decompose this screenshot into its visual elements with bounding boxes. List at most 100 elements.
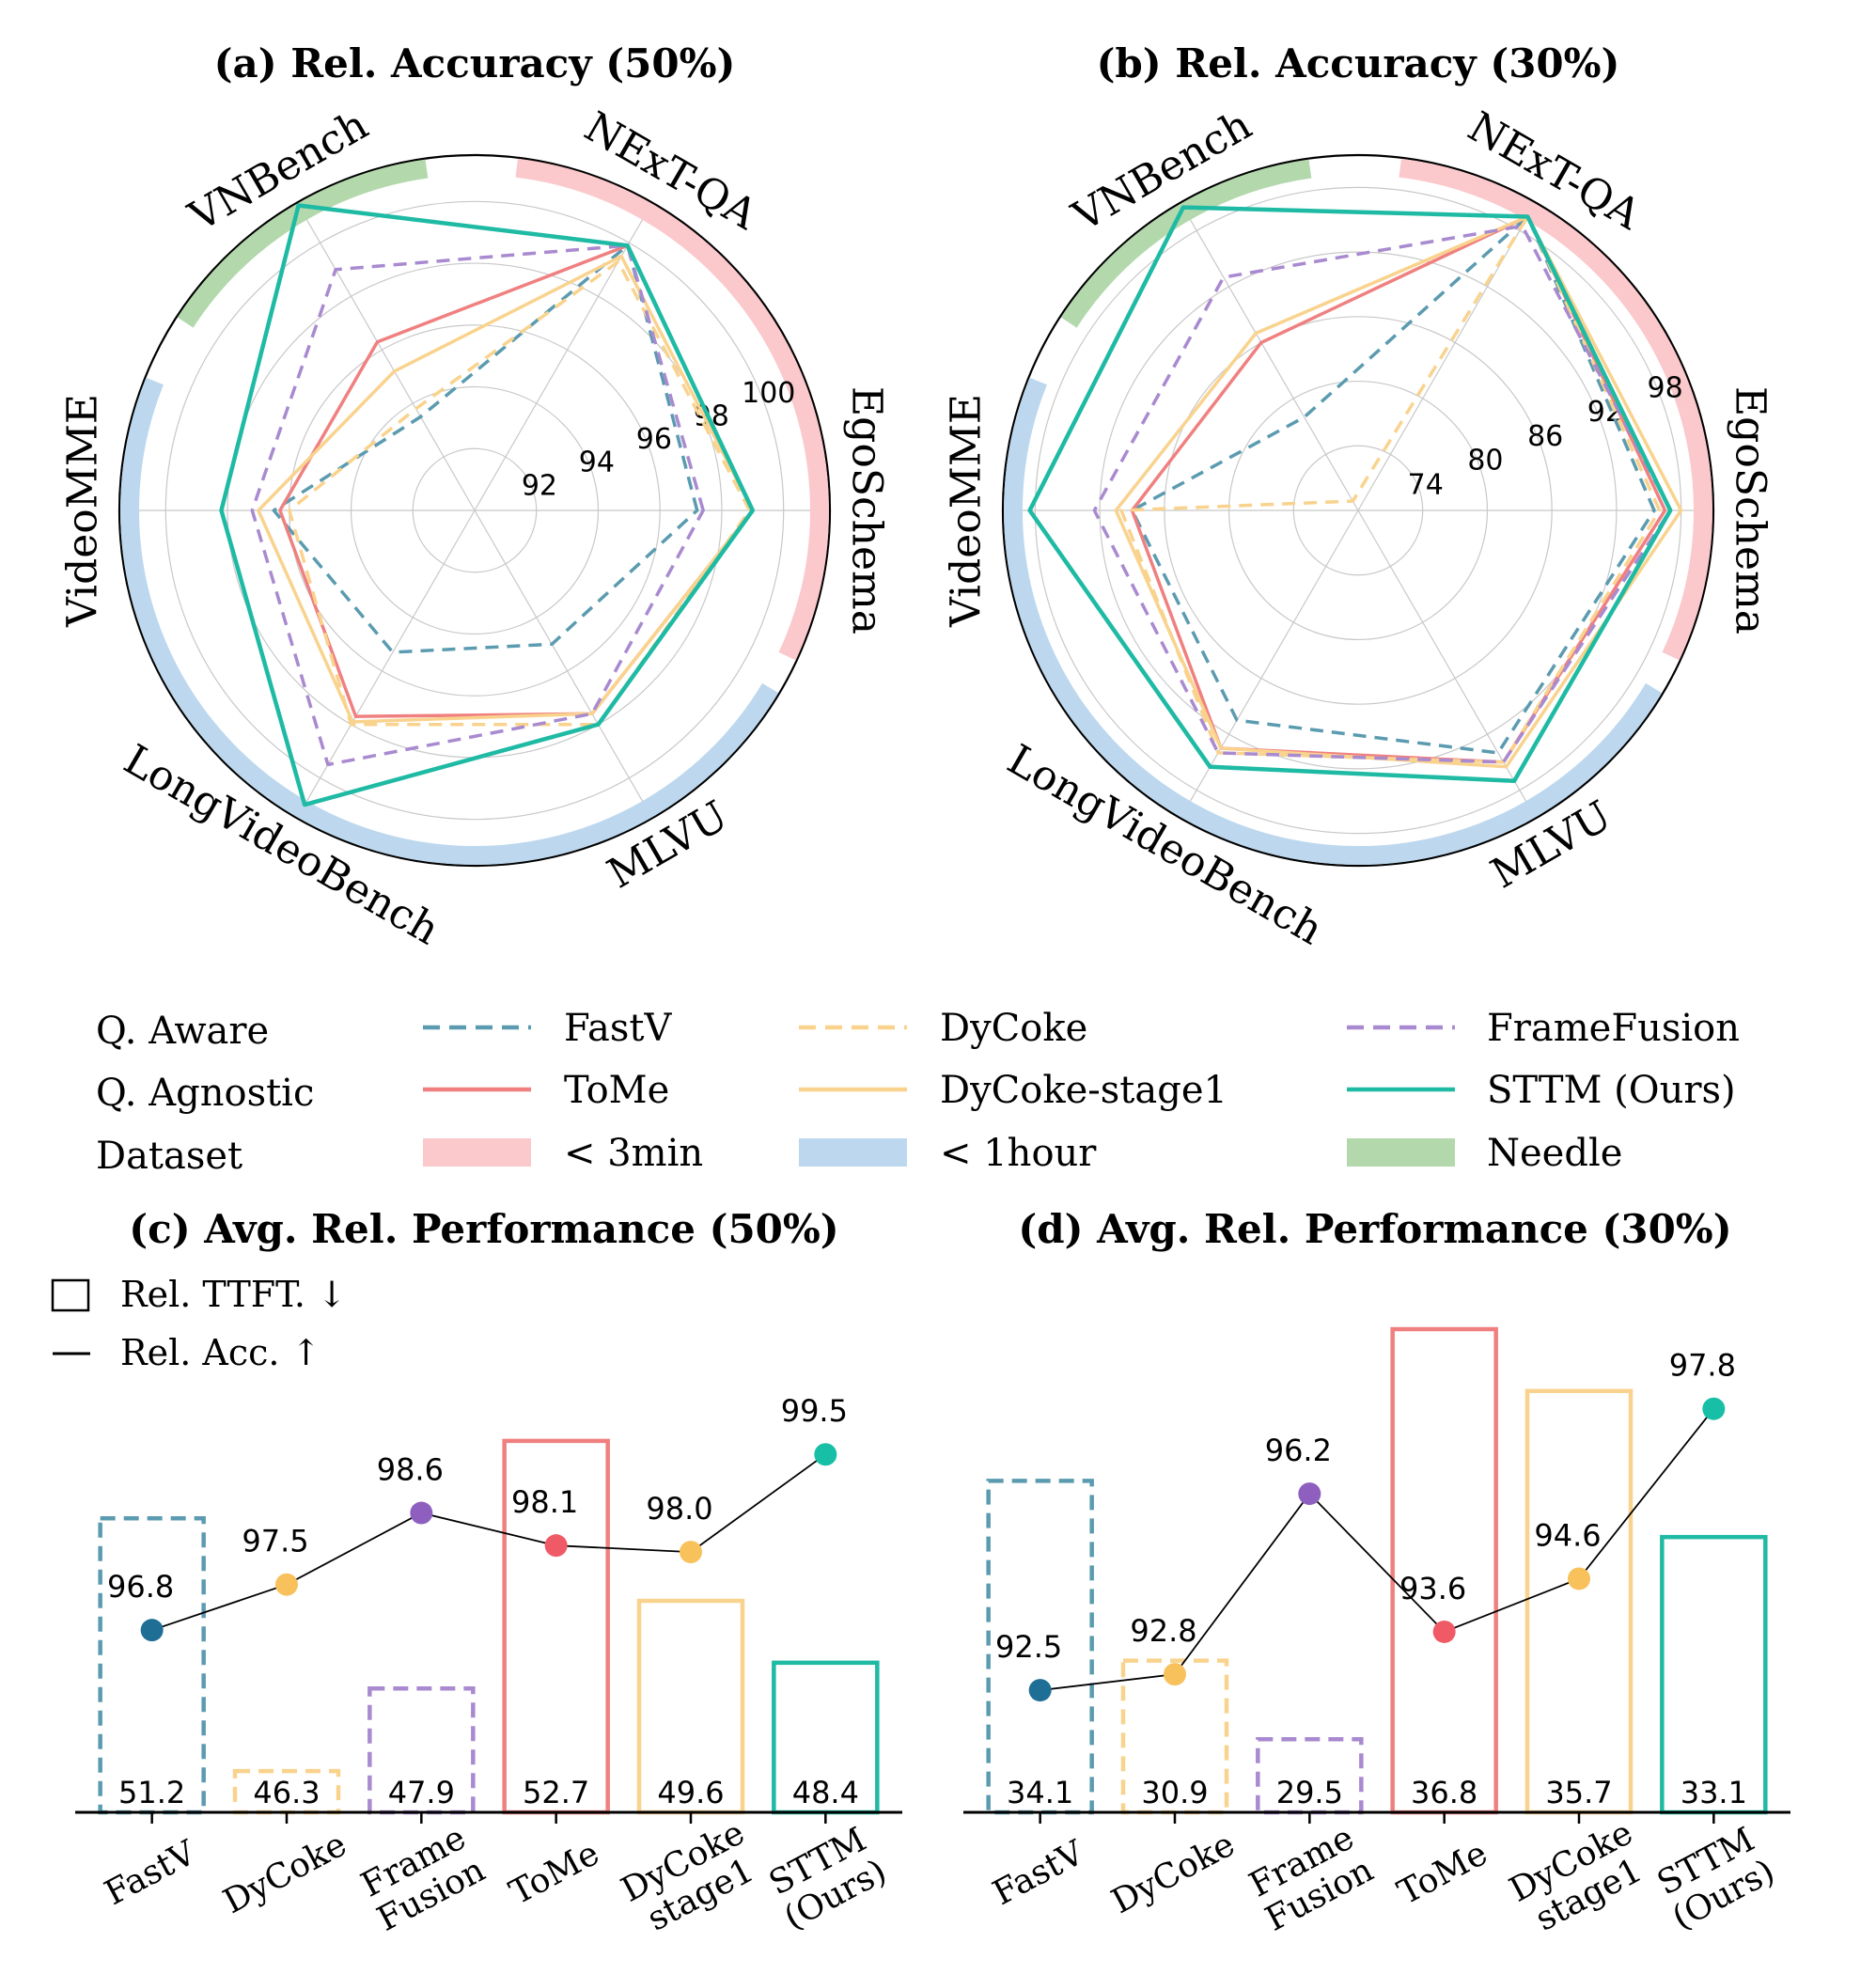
ttft-bar-fastv (98, 1515, 206, 1815)
accuracy-value-label: 97.5 (242, 1524, 308, 1559)
radar-tick-label: 98 (1648, 371, 1683, 404)
bar-category-label: FastV (987, 1833, 1091, 1913)
ttft-value-label: 30.9 (1141, 1775, 1208, 1810)
radar-axis-label-egoschema: EgoSchema (1727, 386, 1774, 634)
bar-category-label: STTM(Ours) (1649, 1819, 1781, 1937)
radar-series-framefusion (250, 243, 705, 767)
bar-category-label: ToMe (504, 1834, 605, 1913)
legend: Q. Aware Q. Agnostic Dataset FastV DyCoke… (96, 1007, 1740, 1178)
bar-chart-c: 51.2 46.3 47.9 52.7 49.6 48.4 FastV DyCoke Frame… (75, 1393, 902, 1943)
accuracy-point-dycoke-stage1 (1568, 1567, 1590, 1590)
accuracy-value-label: 96.8 (107, 1569, 174, 1605)
radar-outer-ring (117, 153, 832, 868)
ttft-value-label: 35.7 (1545, 1775, 1612, 1810)
accuracy-point-framefusion (1298, 1482, 1321, 1506)
accuracy-value-label: 92.5 (995, 1629, 1062, 1665)
accuracy-value-label: 92.8 (1130, 1613, 1196, 1649)
ttft-value-label: 47.9 (388, 1775, 455, 1810)
accuracy-point-tome (544, 1534, 568, 1558)
bar-chart-d: 34.1 30.9 29.5 36.8 35.7 33.1 FastV DyCoke Frame… (963, 1326, 1790, 1939)
bar-legend-swatch (51, 1278, 90, 1312)
radar-spoke (296, 509, 476, 819)
ttft-value-label: 51.2 (118, 1775, 185, 1810)
radar-series-dycoke-stage1 (257, 254, 755, 724)
radar-series-dycoke (288, 259, 752, 727)
radar-spoke (474, 509, 653, 819)
ttft-bar-dycoke-stage1 (1524, 1388, 1634, 1815)
ttft-value-label: 33.1 (1681, 1775, 1747, 1810)
bar-legend-label-ttft: Rel. TTFT. ↓ (120, 1274, 347, 1315)
ttft-bar-fastv (986, 1479, 1094, 1815)
radar-band-long (120, 377, 779, 865)
radar-series-sttm-ours (1027, 205, 1673, 783)
ttft-bar-framefusion (1256, 1737, 1364, 1815)
legend-swatch-long (799, 1138, 907, 1167)
bar-category-label: DyCokestage1 (616, 1813, 769, 1943)
radar-tick-label: 100 (742, 377, 795, 410)
ttft-bar-framefusion (367, 1686, 476, 1815)
radar-band-short (1399, 158, 1712, 661)
ttft-bar-sttm (1660, 1534, 1768, 1815)
accuracy-value-label: 98.0 (646, 1491, 712, 1527)
radar-series-fastv (272, 243, 699, 654)
radar-spoke (1180, 202, 1359, 511)
radar-spoke (474, 202, 653, 511)
accuracy-value-label: 98.6 (377, 1452, 444, 1488)
legend-label-fastv: FastV (564, 1007, 672, 1050)
accuracy-point-dycoke (275, 1573, 298, 1596)
bar-title-d: (d) Avg. Rel. Performance (30%) (1018, 1206, 1731, 1252)
radar-tick-label: 86 (1527, 420, 1563, 453)
radar-tick-label: 96 (636, 423, 672, 456)
accuracy-value-label: 98.1 (511, 1484, 578, 1520)
accuracy-value-label: 96.2 (1265, 1433, 1332, 1468)
legend-swatch-short (423, 1138, 531, 1167)
ttft-value-label: 29.5 (1276, 1775, 1343, 1810)
radar-band-needle (1060, 159, 1312, 328)
radar-title-b: (b) Rel. Accuracy (30%) (1097, 40, 1620, 86)
legend-label-dycoke-stage1: DyCoke-stage1 (940, 1069, 1227, 1112)
bar-category-label: FrameFusion (353, 1818, 492, 1939)
accuracy-point-dycoke (1164, 1663, 1186, 1686)
legend-label-tome: ToMe (564, 1069, 669, 1112)
accuracy-line (151, 1453, 826, 1632)
radar-tick-label: 92 (522, 469, 557, 502)
ttft-value-label: 46.3 (253, 1775, 320, 1810)
accuracy-value-label: 99.5 (781, 1393, 848, 1429)
radar-tick-label: 80 (1467, 445, 1503, 478)
legend-swatch-needle (1347, 1138, 1455, 1167)
bar-legend: Rel. TTFT. ↓ Rel. Acc. ↑ (51, 1274, 347, 1373)
accuracy-point-tome (1432, 1620, 1456, 1643)
accuracy-point-framefusion (410, 1501, 433, 1525)
legend-label-short: < 3min (564, 1132, 703, 1175)
radar-axis-label-egoschema: EgoSchema (843, 386, 891, 634)
ttft-value-label: 34.1 (1007, 1775, 1073, 1810)
radar-band-needle (177, 159, 429, 328)
accuracy-line (1040, 1408, 1715, 1691)
radar-series-tome (1130, 214, 1667, 764)
bar-category-label: FrameFusion (1242, 1818, 1380, 1939)
radar-spoke (296, 202, 476, 511)
accuracy-point-dycoke-stage1 (680, 1541, 702, 1564)
bar-category-label-line: DyCoke (1105, 1825, 1241, 1922)
legend-row-label-dataset: Dataset (96, 1135, 242, 1178)
radar-title-a: (a) Rel. Accuracy (50%) (214, 40, 736, 86)
bar-category-label: DyCoke (1105, 1825, 1241, 1922)
bar-legend-label-acc: Rel. Acc. ↑ (120, 1332, 320, 1373)
legend-row-label-q-aware: Q. Aware (96, 1010, 269, 1053)
legend-label-needle: Needle (1487, 1132, 1622, 1175)
bar-category-label-line: FastV (987, 1833, 1091, 1913)
accuracy-point-sttm (1702, 1397, 1726, 1420)
ttft-value-label: 52.7 (523, 1775, 589, 1810)
radar-band-long (1003, 377, 1663, 866)
bar-title-c: (c) Avg. Rel. Performance (50%) (129, 1206, 838, 1252)
radar-series-framefusion (1092, 224, 1672, 764)
radar-band-short (515, 158, 829, 661)
accuracy-value-label: 94.6 (1534, 1517, 1601, 1553)
accuracy-point-fastv (1028, 1679, 1052, 1702)
legend-label-framefusion: FrameFusion (1487, 1007, 1740, 1050)
bar-category-label-line: DyCoke (217, 1825, 352, 1922)
bar-category-label-line: ToMe (504, 1834, 605, 1913)
